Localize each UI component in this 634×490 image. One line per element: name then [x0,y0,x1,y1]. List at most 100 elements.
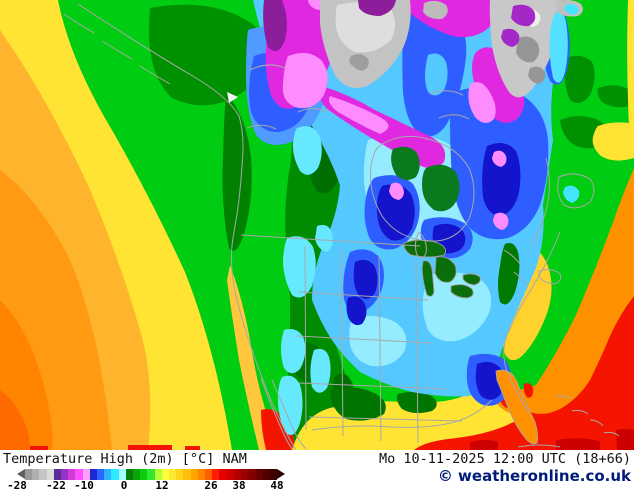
labrador-coast-border [530,157,550,247]
cuba-coast-border [517,444,561,448]
nova-scotia-outline-border [538,269,562,285]
lake-ontario [462,273,481,286]
lake-michigan [421,260,435,297]
right-yellow-curl [592,122,634,161]
gray-greenland-dark-2 [528,66,546,84]
east-coastline-border [503,231,561,413]
scale-segment-18 [154,469,162,480]
hudson-bay-coast-border [370,135,475,242]
se-dark-green-1 [330,387,386,421]
se-orange [296,168,634,450]
scale-tick-48: 48 [270,479,284,490]
arctic-squiggle-1-border [249,64,286,71]
us-canada-border-border [240,234,421,247]
rockies-cyan-6 [310,348,331,393]
scale-segment-30 [241,469,249,480]
scale-tick--22: -22 [46,479,66,490]
dark-blue-4 [482,142,521,216]
weather-map [0,0,634,450]
scale-segment-19 [161,469,170,480]
dark-red-dash-1 [470,440,498,450]
hudson-bay-green-1 [391,146,420,181]
topmid-island-gray [423,0,448,20]
state-line-h3-border [298,382,447,390]
right-edge-yellow [627,0,634,128]
scale-segment-7 [75,469,83,480]
white-coast-speck [227,92,238,103]
bottom-red-dash-1 [30,446,48,450]
scale-tick--28: -28 [7,479,27,490]
yellow-west-band [0,0,232,450]
scale-segment-13 [118,469,126,480]
top-island-cyan [564,4,579,15]
gray-arctic-mid-speck [349,54,369,71]
scale-tick--10: -10 [74,479,94,490]
greenland-east-cyan [549,11,568,83]
purple-northwest-edge [263,0,287,52]
copyright-label: © weatheronline.co.uk [437,467,631,485]
dark-red-dash-3 [616,429,634,450]
scale-segments [25,469,278,480]
scale-tick-38: 38 [232,479,246,490]
pnw-dark-green [148,4,261,106]
state-line-v2-border [340,249,344,437]
scale-segment-3 [46,469,54,480]
bottom-red-dash-2 [128,445,172,450]
bahamas-1-border [555,395,572,400]
scale-tick-26: 26 [204,479,218,490]
scale-segment-5 [61,469,69,480]
state-line-v3-border [378,254,382,442]
map-title: Temperature High (2m) [°C] NAM [3,451,247,467]
atlantic-dark-green-3 [564,55,595,104]
dark-blue-2 [353,259,378,299]
scale-segment-17 [147,469,155,480]
rockies-cyan-1 [292,126,322,175]
scale-segment-9 [89,469,98,480]
coastal-dark-green [222,92,252,251]
atlantic-dark-green-2 [597,85,634,108]
bottom-red-dash-3 [185,446,200,450]
purple-greenland-spot-2 [501,28,520,47]
se-red [414,296,634,450]
rockies-cyan-5 [277,375,303,435]
scale-segment-27 [219,469,227,480]
pink-spot-3 [493,212,509,230]
scale-segment-6 [68,469,76,480]
ne-dark-green [498,243,520,305]
scale-segment-24 [197,469,206,480]
pink-spot-1 [389,182,404,200]
red-finger-2 [523,383,534,398]
state-line-v1-border [304,245,307,431]
gulf-coastline-border [311,399,493,431]
rockies-cyan-4 [281,329,306,374]
datetime-label: Mo 10-11-2025 12:00 UTC (18+66) [379,451,631,467]
scale-segment-4 [53,469,62,480]
baffin-squiggle-1-border [429,90,464,96]
pacific-red-edge [0,390,30,450]
rockies-cyan-2 [283,236,316,298]
newfoundland-outline-border [557,173,595,209]
state-line-v4-border [415,258,419,444]
purple-topmid [358,0,396,16]
purple-greenland-spot-1 [511,4,536,27]
scale-segment-28 [226,469,234,480]
bahamas-3-border [589,419,604,427]
pale-cyan-midwest-1 [422,272,492,342]
scale-segment-2 [39,469,47,480]
scale-segment-11 [104,469,112,480]
state-line-h1-border [298,291,429,301]
scale-segment-14 [125,469,134,480]
legend-bar: Temperature High (2m) [°C] NAM Mo 10-11-… [0,450,634,490]
florida [495,369,539,445]
scale-left-arrow [17,469,25,479]
scale-tick-0: 0 [120,479,128,490]
scale-segment-16 [140,469,148,480]
scale-segment-23 [190,469,198,480]
scale-segment-32 [255,469,263,480]
rockies-cyan-3 [315,224,333,252]
scale-tick-12: 12 [155,479,169,490]
state-line-h4-border [308,416,463,422]
dark-blue-6 [346,296,367,326]
pink-greenland [468,82,496,124]
scale-segment-0 [25,469,33,480]
